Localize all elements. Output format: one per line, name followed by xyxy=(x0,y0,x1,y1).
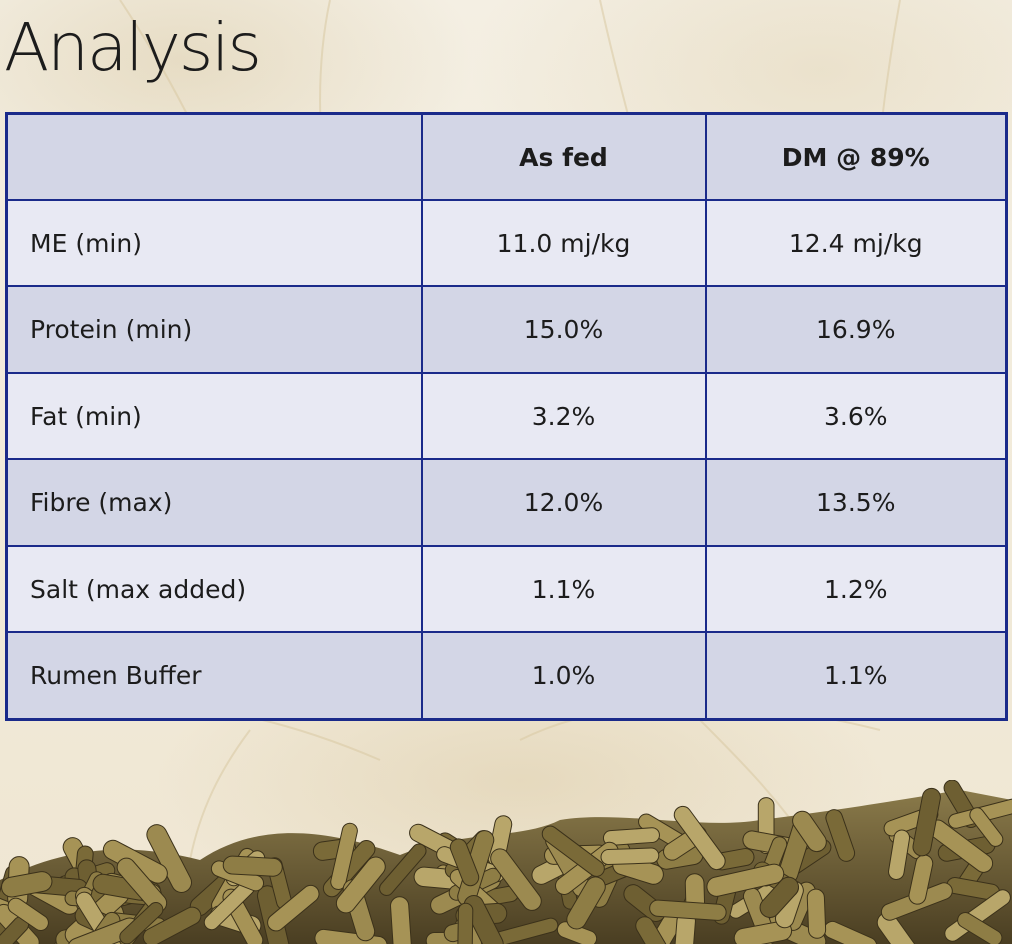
row-label: Salt (max added) xyxy=(5,544,423,634)
pellet-shape xyxy=(222,855,283,877)
as-fed-value: 11.0 mj/kg xyxy=(420,198,707,288)
pellet-shape xyxy=(146,824,192,893)
dm-value: 1.2% xyxy=(704,544,1008,634)
as-fed-value: 1.0% xyxy=(420,631,707,721)
pellet-shape xyxy=(806,888,827,939)
pellet-shape xyxy=(379,843,427,896)
pellet-shape xyxy=(116,857,168,913)
pellet-shape xyxy=(335,856,386,914)
pellet-shape xyxy=(390,896,413,944)
table-row: ME (min) 11.0 mj/kg 12.4 mj/kg xyxy=(5,198,1008,288)
pellet-shape xyxy=(635,916,668,944)
feed-pellets-image xyxy=(0,780,1012,944)
row-label: ME (min) xyxy=(5,198,423,288)
pellet-shape xyxy=(566,876,606,930)
dm-value: 3.6% xyxy=(704,371,1008,461)
pellet-shape xyxy=(759,876,799,918)
row-label: Protein (min) xyxy=(5,285,423,374)
header-cell-dm: DM @ 89% xyxy=(704,112,1008,201)
table-row: Rumen Buffer 1.0% 1.1% xyxy=(5,631,1008,721)
pellet-shape xyxy=(463,895,504,944)
as-fed-value: 3.2% xyxy=(420,371,707,461)
pellet-shape xyxy=(673,805,726,871)
as-fed-value: 15.0% xyxy=(420,285,707,374)
pellet-shape xyxy=(706,863,785,897)
pellet-shape xyxy=(888,829,911,880)
header-cell-empty xyxy=(5,112,423,201)
pellet-shape xyxy=(600,847,660,866)
pellet-shape xyxy=(912,787,941,857)
pellet-shape xyxy=(119,902,164,944)
table-row: Protein (min) 15.0% 16.9% xyxy=(5,285,1008,374)
dm-value: 13.5% xyxy=(704,458,1008,547)
as-fed-value: 12.0% xyxy=(420,458,707,547)
row-label: Fibre (max) xyxy=(5,458,423,547)
dm-value: 16.9% xyxy=(704,285,1008,374)
pellet-shape xyxy=(602,827,660,846)
pellet-shape xyxy=(541,825,605,877)
page-title: Analysis xyxy=(4,9,262,86)
pellet-shape xyxy=(649,899,727,921)
pellet-shape xyxy=(490,848,542,911)
pellet-shape xyxy=(142,906,202,944)
analysis-table: As fed DM @ 89% ME (min) 11.0 mj/kg 12.4… xyxy=(5,112,1008,721)
pellet-shape xyxy=(792,810,827,853)
table-row: Fat (min) 3.2% 3.6% xyxy=(5,371,1008,461)
table-row: Salt (max added) 1.1% 1.2% xyxy=(5,544,1008,634)
as-fed-value: 1.1% xyxy=(420,544,707,634)
pellet-shape xyxy=(969,807,1004,847)
table-row: Fibre (max) 12.0% 13.5% xyxy=(5,458,1008,547)
header-cell-as-fed: As fed xyxy=(420,112,707,201)
row-label: Rumen Buffer xyxy=(5,631,423,721)
row-label: Fat (min) xyxy=(5,371,423,461)
pellet-shape xyxy=(825,809,856,862)
pellet-shape xyxy=(1,871,53,898)
pellet-shape xyxy=(7,897,49,931)
pellet-shape xyxy=(267,884,320,932)
pellet-shape xyxy=(330,822,358,890)
table-header-row: As fed DM @ 89% xyxy=(5,112,1008,201)
pellet-shape xyxy=(957,912,1003,944)
pellet-shape xyxy=(449,838,480,887)
dm-value: 1.1% xyxy=(704,631,1008,721)
pellet-shape xyxy=(457,902,474,944)
dm-value: 12.4 mj/kg xyxy=(704,198,1008,288)
